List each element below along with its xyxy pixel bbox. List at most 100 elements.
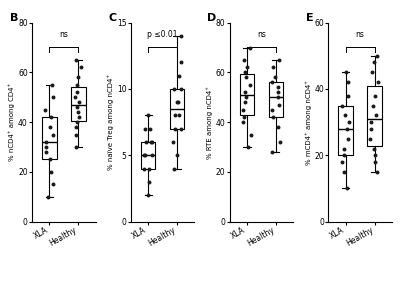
Point [244,145,251,149]
Point [274,95,281,99]
Point [242,75,249,80]
Text: p ≤0.01: p ≤0.01 [147,30,178,39]
Point [49,132,56,137]
Point [243,95,249,99]
Point [74,83,80,87]
PathPatch shape [338,106,353,155]
Point [175,113,182,118]
Point [43,145,50,149]
Point [268,107,275,112]
Point [50,95,57,99]
Point [47,157,54,162]
Text: D: D [207,13,216,23]
Point [146,179,152,184]
Point [241,115,248,119]
Point [344,186,350,191]
Point [367,120,374,124]
Point [341,170,347,174]
Point [246,83,253,87]
Point [242,100,248,105]
Point [146,126,153,131]
Point [371,60,377,65]
Point [174,153,180,158]
Point [76,100,82,105]
Point [275,90,281,95]
Point [73,105,80,109]
Point [48,115,54,119]
Point [49,83,56,87]
Point [247,132,254,137]
Point [72,125,79,129]
Point [171,87,178,91]
Point [174,100,181,105]
Point [172,126,178,131]
Y-axis label: % RTE among nCD4⁺: % RTE among nCD4⁺ [206,85,213,159]
Point [371,160,378,164]
Point [72,58,79,62]
Point [142,126,148,131]
Point [339,103,346,108]
Point [178,126,184,131]
Point [368,126,374,131]
Point [242,90,248,95]
Point [244,65,250,70]
Point [78,65,84,70]
Point [275,85,282,89]
PathPatch shape [141,142,155,168]
Point [48,170,54,174]
Point [240,107,246,112]
Point [374,170,380,174]
Point [342,113,349,118]
Point [43,150,50,154]
Point [370,103,376,108]
Point [240,58,247,62]
Point [374,54,380,58]
Point [73,90,80,95]
Point [371,146,377,151]
Point [144,113,151,118]
Point [242,70,248,75]
Point [269,150,275,154]
Point [141,166,147,171]
Point [269,65,276,70]
Point [74,120,80,124]
Point [177,34,184,38]
Point [276,103,282,107]
Point [343,70,349,75]
Text: E: E [306,13,314,23]
Point [178,87,184,91]
Point [73,145,79,149]
Point [341,146,347,151]
Text: B: B [10,13,18,23]
Point [143,140,150,144]
Point [178,60,184,65]
Point [269,80,275,85]
Text: C: C [108,13,116,23]
Point [172,113,179,118]
Point [373,113,379,118]
Point [171,166,177,171]
PathPatch shape [71,87,86,121]
Point [42,140,49,144]
Point [149,153,155,158]
Point [344,136,351,141]
Point [149,140,155,144]
Point [174,100,180,105]
Point [246,45,253,50]
Point [369,70,376,75]
PathPatch shape [367,86,382,146]
Point [367,136,374,141]
PathPatch shape [240,74,254,115]
Y-axis label: % mCD4⁺ among nCD4⁺: % mCD4⁺ among nCD4⁺ [305,80,312,165]
Text: ns: ns [60,30,68,39]
Point [372,153,378,158]
Point [75,115,82,119]
Y-axis label: % nCD4⁺ among CD4⁺: % nCD4⁺ among CD4⁺ [8,83,15,161]
Point [170,140,176,144]
Point [277,140,283,144]
PathPatch shape [170,89,184,129]
Point [275,125,282,129]
Point [176,74,183,78]
Point [72,132,79,137]
Point [276,58,282,62]
